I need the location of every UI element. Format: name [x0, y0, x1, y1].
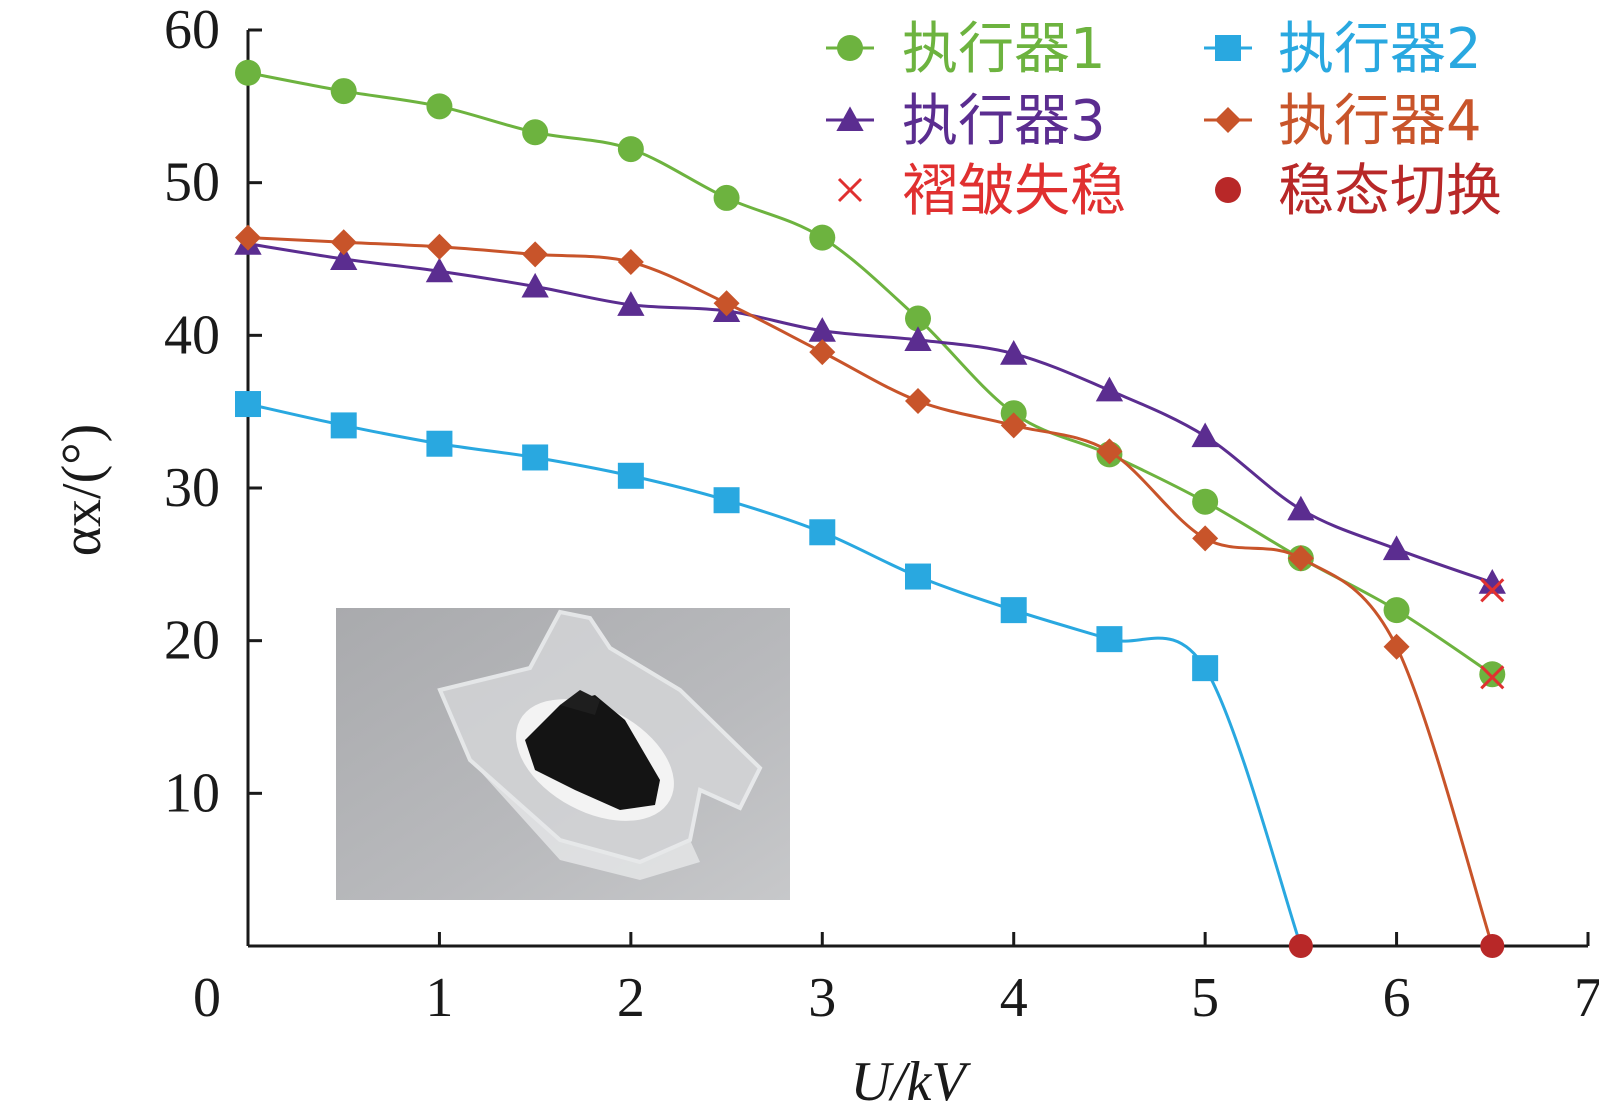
data-point [426, 93, 453, 120]
data-point [617, 291, 645, 316]
data-point [330, 245, 358, 271]
data-point [425, 257, 454, 283]
data-point [905, 563, 931, 590]
data-point [330, 78, 357, 105]
data-point [1000, 340, 1028, 365]
data-point [330, 412, 357, 439]
data-point [808, 317, 836, 342]
data-point [1383, 597, 1410, 624]
legend-marker [1215, 107, 1241, 133]
data-point [1192, 655, 1219, 682]
legend-marker [836, 106, 864, 132]
data-point [1095, 376, 1124, 402]
data-point [617, 462, 644, 489]
legend-label: 执行器3 [902, 89, 1106, 154]
x-tick-label: 2 [617, 967, 645, 1029]
data-point [1287, 495, 1315, 521]
data-point [1000, 597, 1027, 624]
y-axis-title: αx/(°) [51, 424, 113, 557]
special-marker-group-1 [1480, 578, 1505, 690]
data-point [1478, 569, 1506, 594]
special-marker-group-2 [1288, 934, 1505, 958]
data-point [809, 339, 836, 366]
series-3 [234, 230, 1506, 594]
special-markers [1288, 578, 1505, 958]
series-layer [234, 59, 1506, 947]
instability-marker [1480, 578, 1505, 603]
data-point [1096, 438, 1123, 465]
legend-label: 褶皱失稳 [902, 159, 1126, 224]
legend-entry: 褶皱失稳 [837, 159, 1126, 224]
data-point [713, 290, 740, 317]
data-point [235, 59, 261, 86]
data-point [905, 305, 931, 332]
legend: 执行器1 执行器2 执行器3 执行器4 褶皱失稳 稳态切换 [826, 17, 1502, 224]
data-point [1000, 412, 1027, 439]
series-4 [235, 224, 1494, 947]
y-tick-label: 60 [164, 0, 220, 61]
data-point [1382, 535, 1411, 561]
data-point [426, 233, 453, 260]
data-point [522, 444, 549, 471]
data-point [1191, 422, 1219, 448]
x-tick-label: 6 [1383, 967, 1411, 1029]
data-point [1192, 488, 1219, 515]
y-tick-label: 20 [164, 610, 220, 672]
x-tick-label: 5 [1191, 967, 1219, 1029]
data-point [522, 119, 549, 146]
y-tick-label: 30 [164, 457, 220, 519]
legend-label: 执行器1 [902, 17, 1106, 82]
y-tick-label: 50 [164, 152, 220, 214]
data-point [713, 184, 740, 211]
y-tick-label: 10 [164, 762, 220, 824]
x-tick-label: 4 [1000, 967, 1028, 1029]
series-line [247, 242, 1493, 585]
data-point [330, 229, 357, 256]
legend-entry: 执行器1 [826, 17, 1106, 82]
legend-entry: 执行器2 [1204, 17, 1482, 82]
state-switch-marker [1480, 934, 1505, 958]
data-point [522, 241, 549, 268]
data-point [1479, 661, 1506, 688]
state-switch-marker [1288, 934, 1313, 958]
legend-entry: 执行器4 [1204, 89, 1482, 154]
data-point [713, 487, 740, 514]
legend-marker [1215, 35, 1241, 61]
data-point [235, 224, 261, 251]
x-tick-label: 7 [1574, 967, 1599, 1029]
data-point [617, 249, 644, 276]
data-point [809, 519, 836, 546]
legend-marker [837, 35, 863, 61]
y-tick-label: 40 [164, 304, 220, 366]
data-point [1096, 626, 1123, 653]
data-point [235, 391, 261, 418]
legend-marker [837, 177, 863, 203]
data-point [905, 387, 931, 414]
legend-marker [1215, 177, 1241, 203]
data-point [1192, 525, 1219, 552]
inset-photo [336, 608, 790, 900]
series-2 [235, 391, 1303, 947]
ticks: 0 1 2 3 4 5 6 7 10 20 30 40 50 60 [164, 0, 1599, 1029]
instability-marker [1480, 665, 1505, 690]
data-point [617, 136, 644, 163]
legend-label: 执行器4 [1278, 89, 1482, 154]
data-point [426, 430, 453, 457]
x-tick-label: 0 [193, 967, 221, 1029]
x-tick-label: 1 [425, 967, 453, 1029]
legend-label: 执行器2 [1278, 17, 1482, 82]
data-point [1383, 633, 1410, 660]
legend-label: 稳态切换 [1278, 159, 1502, 224]
series-1 [235, 59, 1506, 688]
data-point [1287, 545, 1314, 572]
legend-entry: 执行器3 [826, 89, 1106, 154]
legend-entry: 稳态切换 [1215, 159, 1502, 224]
data-point [904, 326, 932, 351]
x-tick-label: 3 [808, 967, 836, 1029]
data-point [809, 224, 836, 251]
x-axis-title: U/kV [850, 1051, 971, 1113]
data-point [521, 272, 549, 298]
